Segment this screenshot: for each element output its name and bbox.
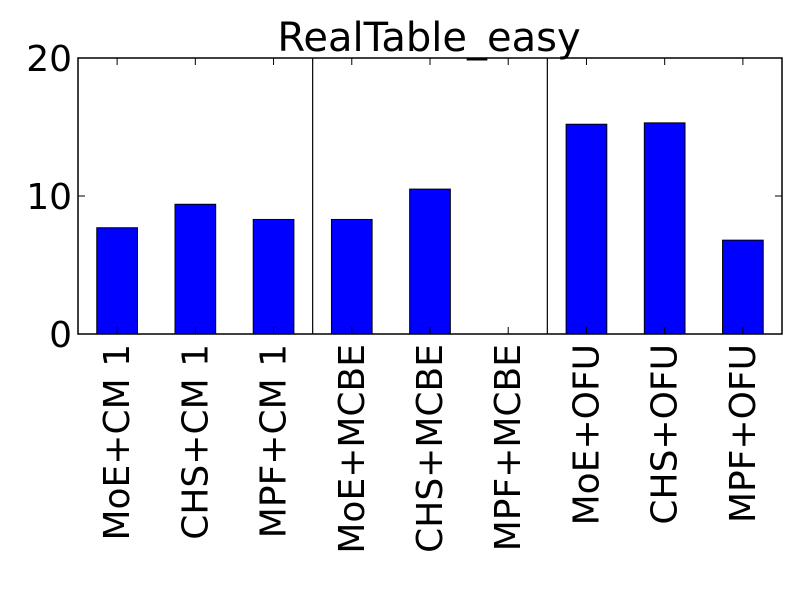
x-tick-label-7: CHS+OFU <box>645 344 686 525</box>
group-separators <box>312 58 548 334</box>
bar-4 <box>409 188 451 335</box>
x-tick-label-1: CHS+CM 1 <box>175 344 216 540</box>
x-tick-label-3: MoE+MCBE <box>332 344 373 554</box>
bar-2 <box>252 218 295 335</box>
bars <box>96 122 764 335</box>
x-tick-label-0: MoE+CM 1 <box>97 344 138 541</box>
bar-7 <box>643 122 686 335</box>
bar-6 <box>565 123 608 335</box>
bar-1 <box>174 203 217 335</box>
chart-title: RealTable_easy <box>277 15 580 61</box>
x-tick-label-6: MoE+OFU <box>566 344 607 525</box>
bar-0 <box>96 227 138 335</box>
x-tick-label-4: CHS+MCBE <box>410 344 451 553</box>
bar-3 <box>330 218 373 335</box>
x-tick-label-8: MPF+OFU <box>723 344 764 523</box>
x-tick-label-5: MPF+MCBE <box>488 344 529 551</box>
x-axis: MoE+CM 1 CHS+CM 1 MPF+CM 1 MoE+MCBE CHS+MCBE… <box>97 58 764 554</box>
y-tick-label-0: 0 <box>49 315 72 356</box>
y-tick-label-1: 10 <box>26 177 72 218</box>
x-tick-label-2: MPF+CM 1 <box>254 344 295 538</box>
y-tick-label-2: 20 <box>26 39 72 80</box>
y-axis: 0 10 20 <box>26 39 782 356</box>
bar-8 <box>722 239 764 335</box>
